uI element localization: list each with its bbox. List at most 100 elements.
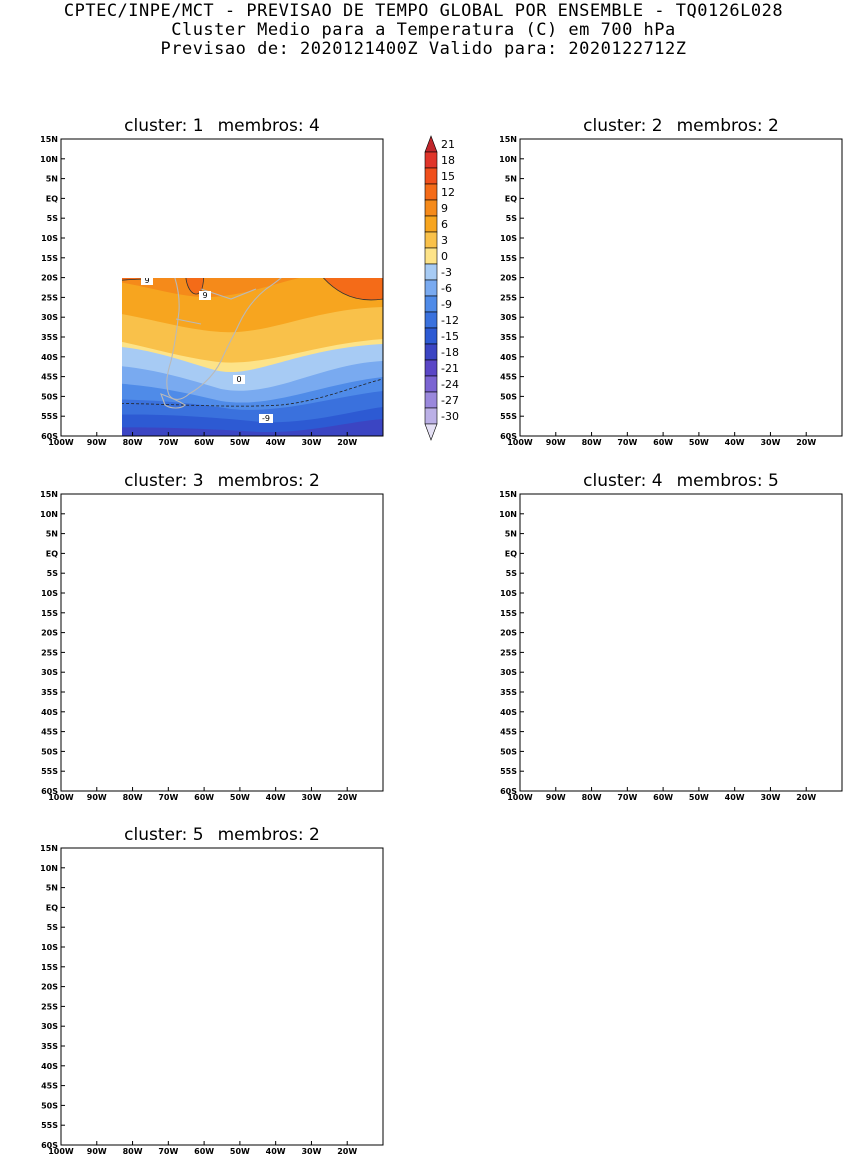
lat-tick-label: 60S	[41, 1141, 58, 1150]
lat-tick-label: 10N	[40, 510, 58, 519]
svg-text:9: 9	[144, 276, 149, 285]
colorbar-label: -9	[441, 298, 452, 311]
colorbar-swatch	[424, 199, 438, 217]
colorbar-label: -15	[441, 330, 459, 343]
lat-tick-label: 45S	[41, 1082, 58, 1091]
colorbar-swatch	[424, 167, 438, 185]
colorbar-swatch	[424, 231, 438, 249]
figure-subtitle-dates: Previsao de: 2020121400Z Valido para: 20…	[160, 39, 687, 59]
panel-cluster-1: cluster: 1 membros: 4 9 9 9 0 0 -9 -9 15N…	[40, 116, 384, 447]
lon-tick-label: 90W	[546, 793, 566, 802]
colorbar-label: -18	[441, 346, 459, 359]
colorbar-label: -30	[441, 410, 459, 423]
panel-5-lat-ticks: 15N 10N 5N EQ 5S 10S 15S 20S 25S 30S 35S 40S 45S 50S 5…	[40, 844, 65, 1150]
svg-text:9: 9	[765, 550, 770, 559]
lat-tick-label: 10S	[41, 589, 58, 598]
colorbar-label: 0	[441, 250, 448, 263]
lat-tick-label: 20S	[41, 629, 58, 638]
lon-tick-label: 30W	[301, 438, 321, 447]
lat-tick-label: 5N	[505, 175, 517, 184]
lon-tick-label: 70W	[158, 1147, 178, 1156]
lat-tick-label: 15N	[40, 490, 58, 499]
lon-tick-label: 30W	[760, 793, 780, 802]
svg-text:9: 9	[672, 285, 677, 294]
lat-tick-label: 35S	[41, 333, 58, 342]
colorbar-swatch	[424, 279, 438, 297]
svg-text:9: 9	[170, 648, 175, 657]
lon-tick-label: 20W	[337, 793, 357, 802]
svg-text:-9: -9	[221, 1094, 229, 1103]
lat-tick-label: 15N	[40, 844, 58, 853]
temperature-colorbar: 21 18 15 12 9 6 3 0 -3 -6 -9 -12 -15 -18 -21 -24 -27 -30	[424, 135, 459, 441]
lat-tick-label: 10S	[41, 943, 58, 952]
lat-tick-label: 20S	[41, 274, 58, 283]
lat-tick-label: 15S	[41, 254, 58, 263]
panel-3-lat-ticks: 15N 10N 5N EQ 5S 10S 15S 20S 25S 30S 35S 40S 45S 50S 5…	[40, 490, 65, 796]
lat-tick-label: 10S	[500, 589, 517, 598]
lat-tick-label: 10S	[41, 234, 58, 243]
lon-tick-label: 60W	[653, 793, 673, 802]
lat-tick-label: 15N	[499, 135, 517, 144]
colorbar-label: 9	[441, 202, 448, 215]
lat-tick-label: 40S	[500, 353, 517, 362]
lon-tick-label: 50W	[230, 1147, 250, 1156]
lat-tick-label: 25S	[41, 1002, 58, 1011]
lon-tick-label: 70W	[158, 438, 178, 447]
lon-tick-label: 20W	[337, 1147, 357, 1156]
svg-text:-9: -9	[262, 414, 270, 423]
lon-tick-label: 20W	[796, 793, 816, 802]
svg-text:9: 9	[307, 206, 312, 215]
lon-tick-label: 80W	[582, 438, 602, 447]
colorbar-swatch	[424, 215, 438, 233]
colorbar-label: 12	[441, 186, 455, 199]
colorbar-label: 18	[441, 154, 455, 167]
lat-tick-label: EQ	[505, 549, 517, 558]
lon-tick-label: 100W	[48, 438, 74, 447]
lat-tick-label: 55S	[500, 767, 517, 776]
lon-tick-label: 90W	[87, 438, 107, 447]
lat-tick-label: 5S	[47, 214, 59, 223]
lon-tick-label: 100W	[48, 1147, 74, 1156]
lon-tick-label: 20W	[796, 438, 816, 447]
lon-tick-label: 30W	[301, 793, 321, 802]
colorbar-label: 21	[441, 138, 455, 151]
panel-4-lat-ticks: 15N 10N 5N EQ 5S 10S 15S 20S 25S 30S 35S 40S 45S 50S 5…	[499, 490, 524, 796]
lat-tick-label: 30S	[41, 1022, 58, 1031]
lon-tick-label: 70W	[158, 793, 178, 802]
panel-cluster-2: cluster: 2 membros: 2 9 9 9 0 -9 0 -9 15N…	[499, 116, 843, 447]
lat-tick-label: 35S	[500, 333, 517, 342]
panel-5-title: cluster: 5 membros: 2	[124, 825, 320, 845]
panel-1-map: 9 9 9 0 0 -9 -9	[122, 206, 384, 436]
lat-tick-label: 5N	[46, 175, 58, 184]
panel-3-lon-ticks: 100W 90W 80W 70W 60W 50W 40W 30W 20W	[48, 787, 357, 802]
lon-tick-label: 60W	[194, 793, 214, 802]
svg-text:-9: -9	[623, 396, 631, 405]
lon-tick-label: 60W	[194, 438, 214, 447]
lat-tick-label: 5N	[46, 530, 58, 539]
svg-text:9: 9	[799, 219, 804, 228]
lat-tick-label: 5S	[47, 923, 59, 932]
panel-2-lat-ticks: 15N 10N 5N EQ 5S 10S 15S 20S 25S 30S 35S 40S 45S 50S 5…	[499, 135, 524, 441]
lat-tick-label: 5S	[506, 214, 518, 223]
svg-text:-9: -9	[306, 776, 314, 785]
lat-tick-label: 60S	[41, 787, 58, 796]
lat-tick-label: 40S	[41, 708, 58, 717]
lon-tick-label: 90W	[87, 1147, 107, 1156]
colorbar-swatch	[424, 311, 438, 329]
lon-tick-label: 80W	[123, 793, 143, 802]
colorbar-label: -24	[441, 378, 459, 391]
colorbar-label: 15	[441, 170, 455, 183]
lat-tick-label: 20S	[500, 629, 517, 638]
svg-text:-9: -9	[628, 755, 636, 764]
svg-text:-9: -9	[155, 737, 163, 746]
svg-text:9: 9	[176, 956, 181, 965]
lon-tick-label: 30W	[760, 438, 780, 447]
lat-tick-label: 55S	[41, 767, 58, 776]
lat-tick-label: EQ	[46, 903, 58, 912]
svg-text:9: 9	[316, 510, 321, 519]
svg-text:0: 0	[236, 375, 241, 384]
lat-tick-label: 55S	[41, 1121, 58, 1130]
panel-2-title: cluster: 2 membros: 2	[583, 116, 779, 136]
svg-text:0: 0	[227, 1056, 232, 1065]
